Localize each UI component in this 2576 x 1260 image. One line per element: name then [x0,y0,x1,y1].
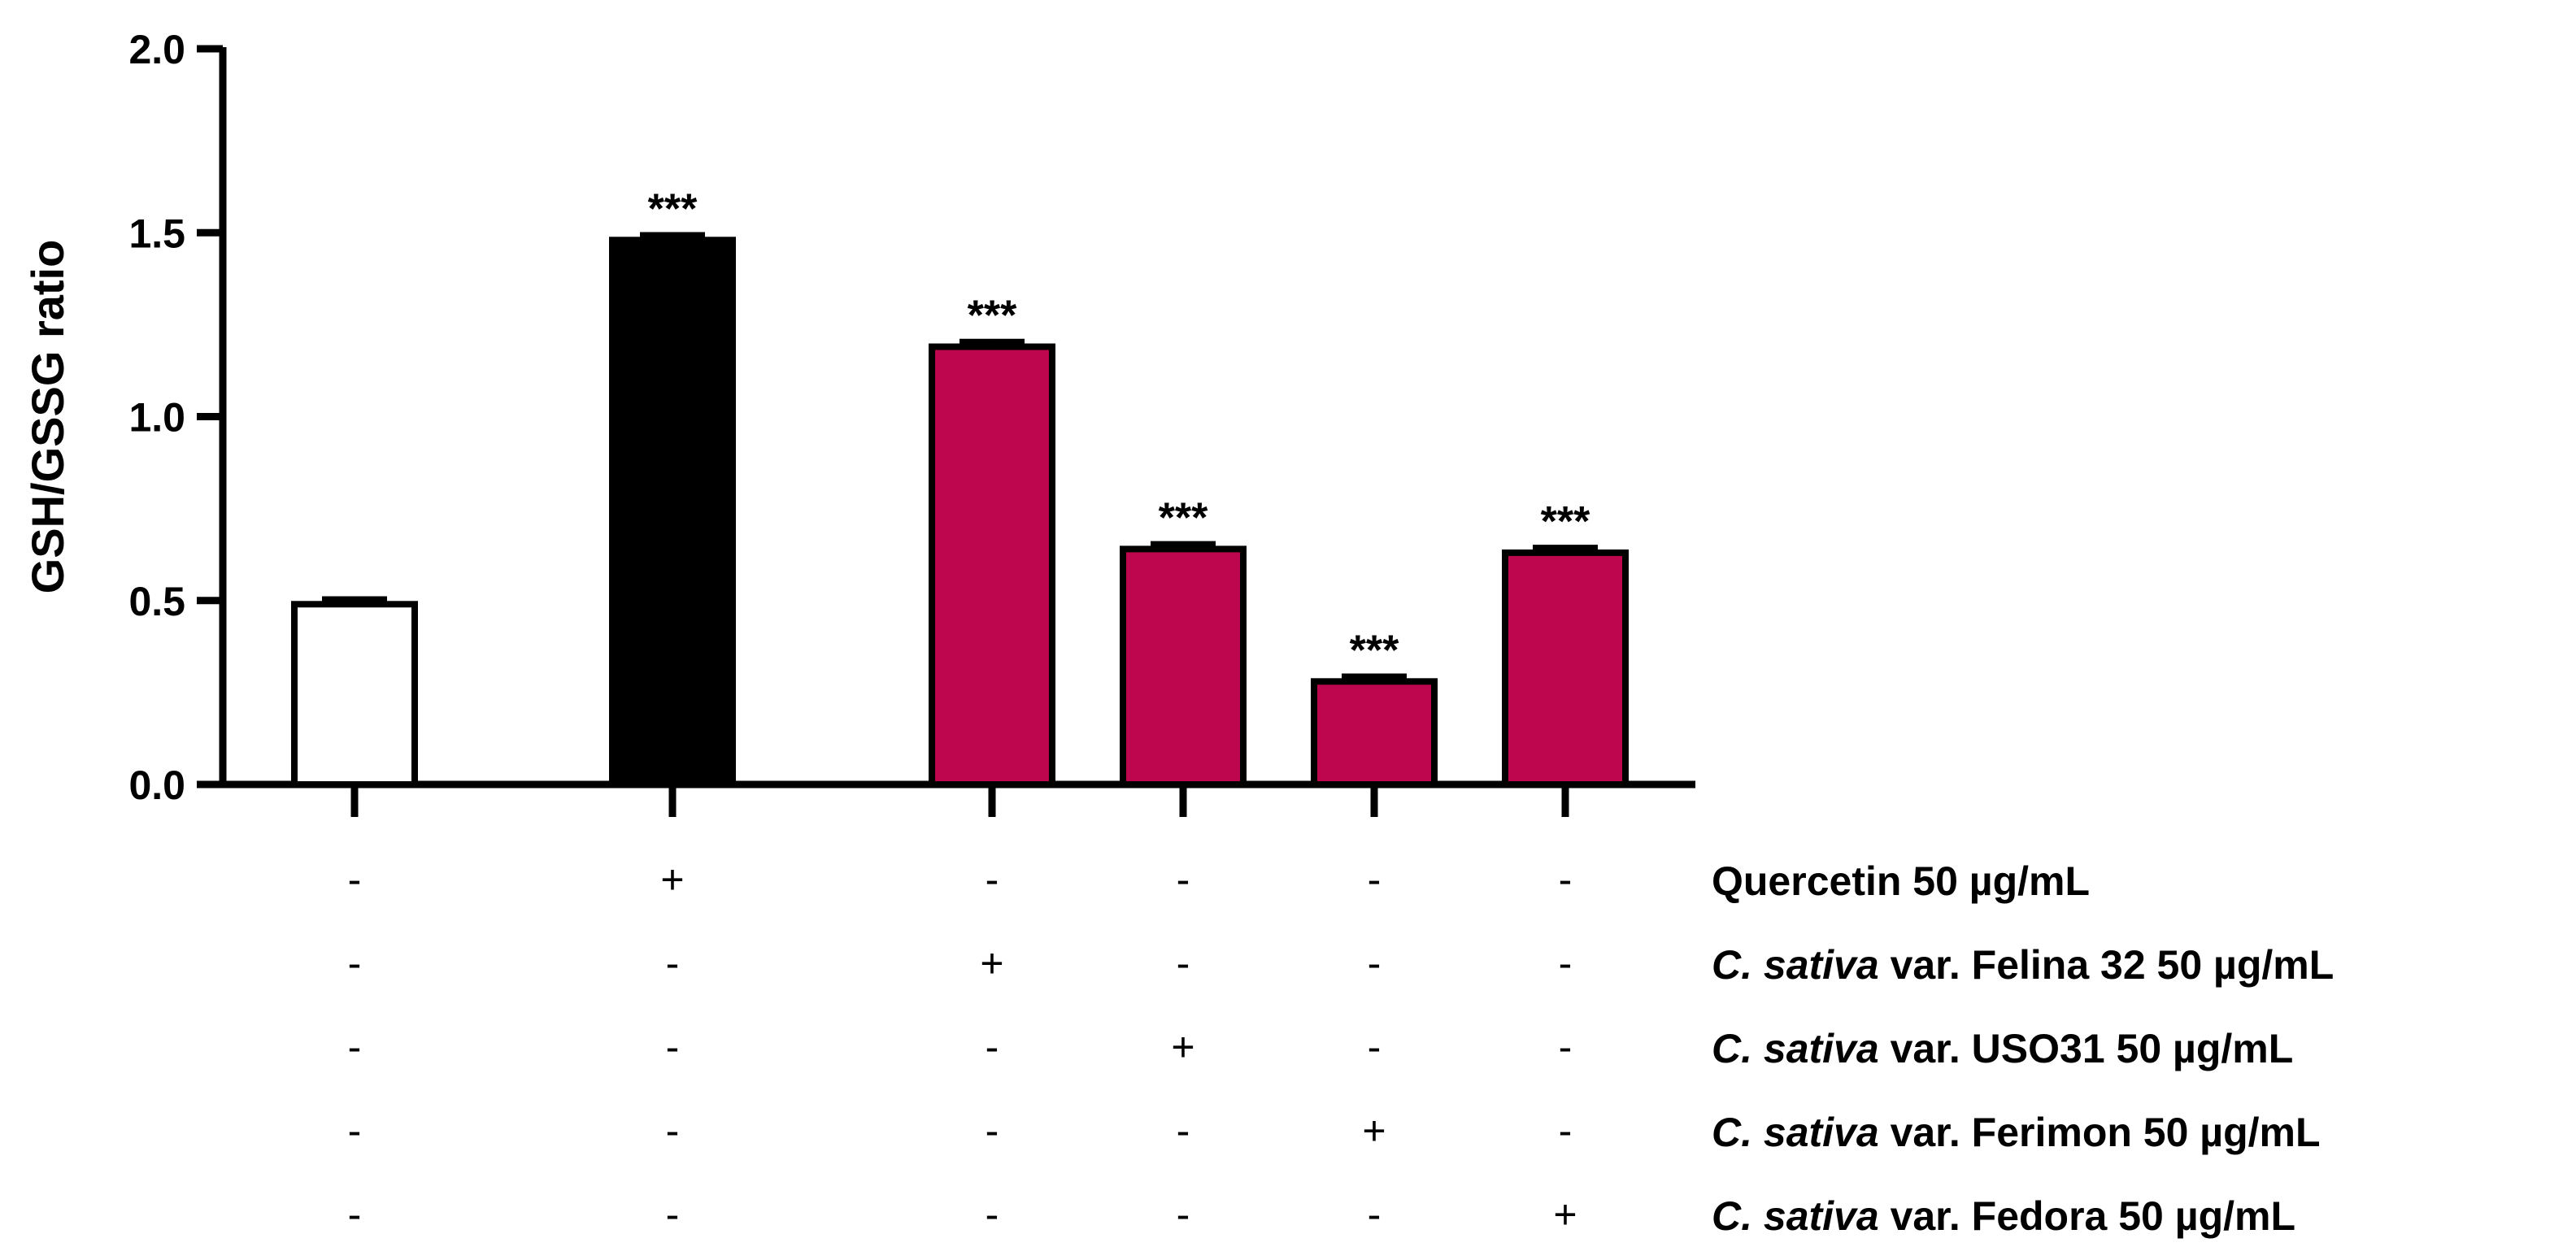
y-tick-label: 0.0 [128,763,185,808]
treatment-text: var. Felina 32 50 µg/mL [1879,942,2334,988]
minus-mark: - [986,1192,999,1237]
y-tick-label: 0.5 [128,579,185,624]
treatment-row: - - - - - + C. sativa var. Fedora 50 µg/mL [348,1192,2295,1239]
minus-mark: - [1177,1108,1190,1154]
minus-mark: - [1177,941,1190,986]
plus-mark: + [980,941,1003,986]
treatment-row: - - - - + - C. sativa var. Ferimon 50 µg/mL [348,1108,2321,1155]
minus-mark: - [666,1024,680,1070]
bar-control [291,601,418,789]
minus-mark: - [1368,857,1382,902]
plus-mark: + [660,857,684,902]
species-name: C. sativa [1712,942,1879,988]
minus-mark: - [348,857,362,902]
treatment-row: - - - + - - C. sativa var. USO31 50 µg/mL [348,1024,2294,1071]
bar-quercetin [609,237,736,788]
treatment-label: C. sativa var. Felina 32 50 µg/mL [1712,942,2334,988]
plus-mark: + [1171,1024,1194,1070]
minus-mark: - [1368,941,1382,986]
minus-mark: - [1559,941,1573,986]
significance-label: *** [1350,628,1399,675]
treatment-label: C. sativa var. Ferimon 50 µg/mL [1712,1110,2321,1155]
plus-mark: + [1362,1108,1386,1154]
treatment-row: - - + - - - C. sativa var. Felina 32 50 µg/mL [348,941,2334,988]
treatment-label: C. sativa var. Fedora 50 µg/mL [1712,1193,2295,1239]
bar-group-control [291,596,418,817]
minus-mark: - [1559,1108,1573,1154]
significance-label: *** [1541,498,1590,545]
y-tick-label: 1.5 [128,211,185,256]
bar-felina-32 [929,343,1055,788]
minus-mark: - [348,1108,362,1154]
minus-mark: - [986,857,999,902]
bar-group-felina-32: *** [929,293,1055,817]
minus-mark: - [986,1024,999,1070]
plus-mark: + [1553,1192,1577,1237]
minus-mark: - [1368,1192,1382,1237]
y-tick-label: 1.0 [128,395,185,441]
minus-mark: - [1559,857,1573,902]
bar-group-ferimon: *** [1311,628,1438,817]
treatment-text: var. Fedora 50 µg/mL [1879,1193,2295,1239]
minus-mark: - [666,1192,680,1237]
y-tick-label: 2.0 [128,27,185,72]
treatment-label: Quercetin 50 µg/mL [1712,858,2090,904]
significance-label: *** [1159,495,1208,542]
minus-mark: - [348,1192,362,1237]
bar-group-quercetin: *** [609,186,736,817]
treatment-label: C. sativa var. USO31 50 µg/mL [1712,1026,2293,1071]
significance-label: *** [968,293,1017,340]
axes: GSH/GSSG ratio 0.0 0.5 1.0 1.5 2.0 [22,27,1695,808]
treatment-text: Quercetin 50 µg/mL [1712,858,2090,904]
y-axis-title: GSH/GSSG ratio [22,240,73,594]
bars: *** *** *** *** *** [291,186,1629,817]
bar-fedora [1502,549,1629,788]
treatment-text: var. Ferimon 50 µg/mL [1879,1110,2321,1155]
minus-mark: - [1177,857,1190,902]
minus-mark: - [1368,1024,1382,1070]
treatment-text: var. USO31 50 µg/mL [1879,1026,2294,1071]
minus-mark: - [666,1108,680,1154]
minus-mark: - [1559,1024,1573,1070]
bar-group-fedora: *** [1502,498,1629,817]
minus-mark: - [1177,1192,1190,1237]
minus-mark: - [666,941,680,986]
treatment-row: - + - - - - Quercetin 50 µg/mL [348,857,2090,904]
species-name: C. sativa [1712,1193,1879,1239]
bar-uso31 [1120,545,1247,789]
minus-mark: - [348,941,362,986]
species-name: C. sativa [1712,1026,1879,1071]
minus-mark: - [986,1108,999,1154]
treatment-table: - + - - - - Quercetin 50 µg/mL - - + - - - C. sativa … [348,857,2334,1239]
species-name: C. sativa [1712,1110,1879,1155]
bar-group-uso31: *** [1120,495,1247,817]
minus-mark: - [348,1024,362,1070]
significance-label: *** [648,186,698,233]
bar-ferimon [1311,678,1438,788]
